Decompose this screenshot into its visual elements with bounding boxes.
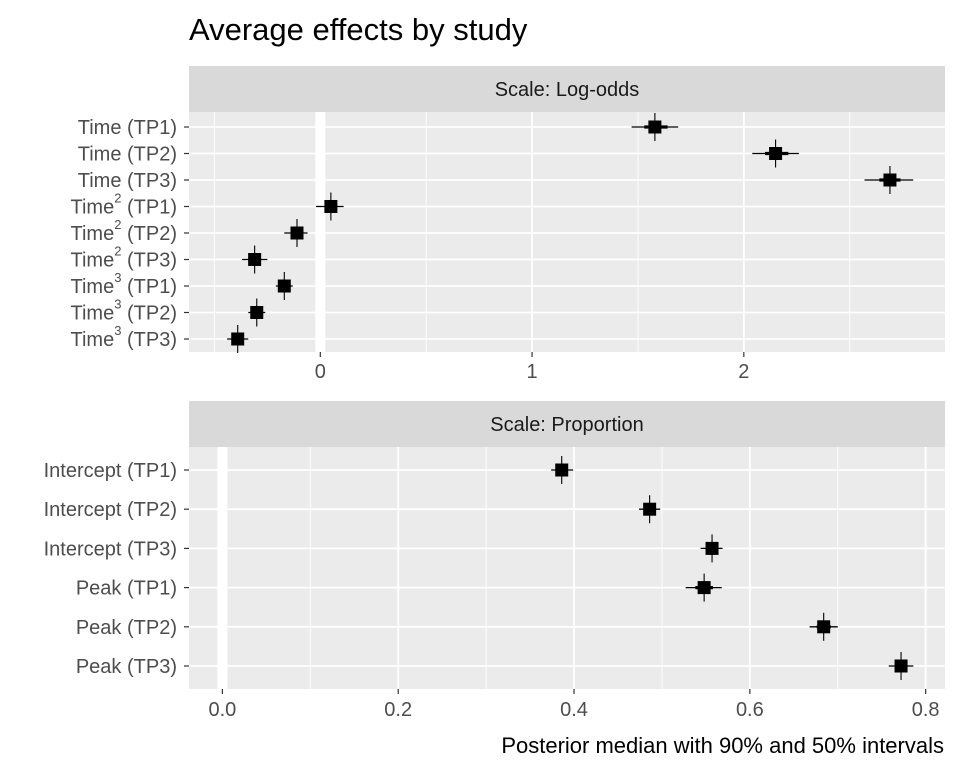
median-point <box>817 620 831 634</box>
row-term: Intercept <box>44 499 122 521</box>
row-timepoint: (TP2) <box>121 223 177 245</box>
row-term: Time <box>71 197 115 219</box>
median-point <box>290 226 304 240</box>
x-tick-label: 0.8 <box>912 699 940 721</box>
facet-label: Scale: Log-odds <box>495 79 640 101</box>
median-point <box>324 200 338 213</box>
row-label: Time2 (TP1) <box>71 191 178 219</box>
row-label: Peak (TP1) <box>76 578 177 600</box>
median-point <box>883 173 897 187</box>
median-point <box>769 147 783 160</box>
panel-background <box>189 447 945 689</box>
row-label: Intercept (TP1) <box>44 460 177 482</box>
row-timepoint: (TP1) <box>121 460 177 482</box>
row-label: Time (TP1) <box>78 117 177 139</box>
row-timepoint: (TP1) <box>121 276 177 298</box>
row-timepoint: (TP1) <box>121 117 177 139</box>
row-exponent: 3 <box>114 297 121 312</box>
facet-strip <box>189 401 945 447</box>
median-point <box>894 659 908 673</box>
row-label: Time (TP2) <box>78 144 177 166</box>
row-term: Time <box>78 170 122 192</box>
row-label: Time3 (TP3) <box>71 323 178 351</box>
row-term: Time <box>71 303 115 325</box>
row-label: Intercept (TP3) <box>44 538 177 560</box>
x-tick-label: 0.6 <box>736 699 764 721</box>
row-label: Intercept (TP2) <box>44 499 177 521</box>
row-timepoint: (TP1) <box>121 197 177 219</box>
row-timepoint: (TP3) <box>121 656 177 678</box>
row-exponent: 2 <box>114 244 121 259</box>
row-label: Time3 (TP1) <box>71 270 178 298</box>
row-term: Intercept <box>44 460 122 482</box>
row-exponent: 2 <box>114 217 121 232</box>
row-label: Time3 (TP2) <box>71 297 178 325</box>
row-timepoint: (TP3) <box>121 329 177 351</box>
row-exponent: 3 <box>114 270 121 285</box>
row-timepoint: (TP3) <box>121 538 177 560</box>
row-term: Time <box>71 223 115 245</box>
x-tick-label: 0.4 <box>560 699 588 721</box>
row-timepoint: (TP3) <box>121 250 177 272</box>
chart-title: Average effects by study <box>189 12 528 47</box>
row-term: Time <box>71 276 115 298</box>
median-point <box>643 502 657 516</box>
row-term: Time <box>71 250 115 272</box>
row-timepoint: (TP2) <box>121 144 177 166</box>
median-point <box>277 279 291 293</box>
row-term: Time <box>78 144 122 166</box>
x-tick-label: 0.2 <box>384 699 412 721</box>
row-label: Time2 (TP3) <box>71 244 178 272</box>
row-term: Peak <box>76 656 123 678</box>
x-tick-label: 2 <box>738 361 749 383</box>
row-label: Peak (TP2) <box>76 617 177 639</box>
median-point <box>705 541 719 555</box>
median-point <box>648 120 662 134</box>
row-timepoint: (TP2) <box>121 303 177 325</box>
row-timepoint: (TP2) <box>121 617 177 639</box>
row-label: Peak (TP3) <box>76 656 177 678</box>
median-point <box>555 463 569 477</box>
x-tick-label: 1 <box>526 361 537 383</box>
row-term: Peak <box>76 578 123 600</box>
row-exponent: 2 <box>114 191 121 206</box>
row-term: Time <box>71 329 115 351</box>
x-tick-label: 0.0 <box>208 699 236 721</box>
row-label: Time2 (TP2) <box>71 217 178 245</box>
x-tick-label: 0 <box>315 361 326 383</box>
row-term: Time <box>78 117 122 139</box>
row-timepoint: (TP2) <box>121 499 177 521</box>
median-point <box>250 306 264 319</box>
median-point <box>231 332 245 346</box>
median-point <box>248 253 262 266</box>
row-term: Intercept <box>44 538 122 560</box>
facet-strip <box>189 66 945 112</box>
x-axis-title: Posterior median with 90% and 50% interv… <box>501 733 944 758</box>
row-term: Peak <box>76 617 123 639</box>
median-point <box>697 581 711 595</box>
row-label: Time (TP3) <box>78 170 177 192</box>
facet-label: Scale: Proportion <box>490 414 643 436</box>
row-exponent: 3 <box>114 323 121 338</box>
row-timepoint: (TP1) <box>121 578 177 600</box>
row-timepoint: (TP3) <box>121 170 177 192</box>
